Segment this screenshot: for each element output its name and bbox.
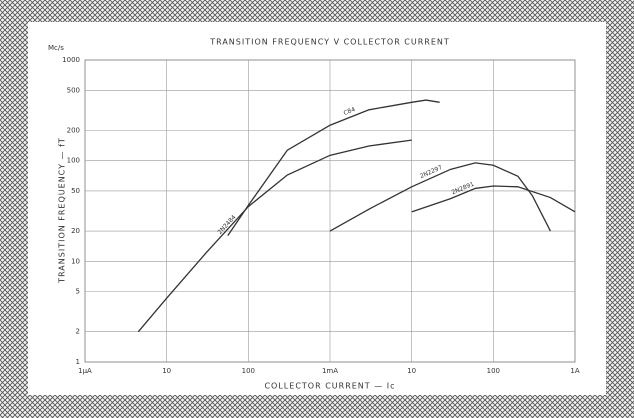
y-tick-label: 20 [71,227,80,235]
chart-title: TRANSITION FREQUENCY V COLLECTOR CURRENT [209,38,450,47]
x-tick-label: 100 [487,367,500,375]
y-tick-label: 50 [71,187,80,195]
x-tick-label: 1A [570,367,579,375]
y-unit: Mc/s [48,44,64,52]
x-tick-label: 10 [407,367,416,375]
y-tick-label: 500 [67,86,80,94]
y-tick-label: 1000 [62,56,80,64]
x-tick-label: 1μA [78,367,92,375]
y-tick-label: 100 [67,157,80,165]
y-axis-label: TRANSITION FREQUENCY — fT [58,137,67,284]
y-tick-label: 2 [76,328,80,336]
y-tick-label: 5 [76,288,80,296]
x-tick-label: 10 [162,367,171,375]
y-tick-label: 10 [71,257,80,265]
x-axis-label: COLLECTOR CURRENT — Ic [264,382,395,391]
curve [329,162,551,232]
curve [227,99,440,237]
panel [28,22,606,395]
x-tick-label: 1mA [322,367,338,375]
curve-label: C84 [343,106,357,117]
curve [137,139,412,333]
curve [411,185,576,213]
x-tick-label: 100 [242,367,255,375]
y-tick-label: 200 [67,126,80,134]
y-tick-label: 1 [76,358,80,366]
